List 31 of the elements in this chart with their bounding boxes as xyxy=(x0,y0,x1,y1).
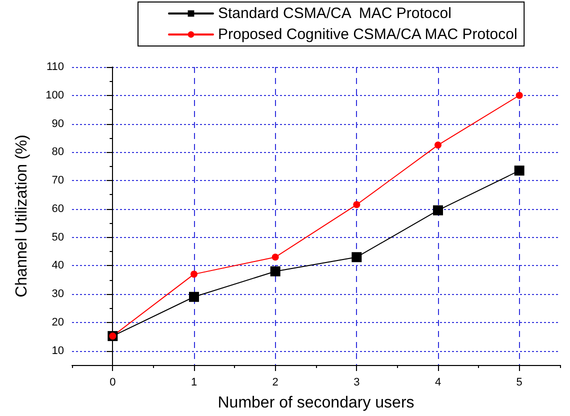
y-tick-label: 100 xyxy=(46,89,64,102)
y-tick-label: 80 xyxy=(52,146,64,158)
x-tick-label: 0 xyxy=(110,376,116,388)
point xyxy=(270,266,280,276)
y-axis-title: Channel Utilization (%) xyxy=(14,134,30,298)
point xyxy=(433,205,443,216)
point xyxy=(514,166,524,176)
point xyxy=(352,252,362,262)
y-tick-label: 110 xyxy=(46,61,64,73)
x-tick-label: 3 xyxy=(354,376,360,388)
legend-label: Standard CSMA/CA MAC Protocol xyxy=(218,5,452,22)
point xyxy=(353,201,360,208)
y-tick-label: 90 xyxy=(52,118,64,130)
x-tick-label: 5 xyxy=(516,376,522,388)
y-tick-label: 50 xyxy=(52,231,64,244)
legend-label: Proposed Cognitive CSMA/CA MAC Protocol xyxy=(218,26,518,43)
point xyxy=(190,270,198,278)
y-tick-label: 70 xyxy=(52,174,64,187)
point xyxy=(189,292,199,302)
point xyxy=(516,92,523,99)
x-tick-label: 1 xyxy=(190,376,198,388)
x-axis-title: Number of secondary users xyxy=(218,394,414,412)
y-tick-label: 40 xyxy=(52,260,64,272)
y-tick-label: 60 xyxy=(52,202,64,215)
y-tick-label: 10 xyxy=(52,344,64,357)
y-tick-label: 20 xyxy=(52,316,64,328)
point xyxy=(434,142,442,149)
x-tick-label: 4 xyxy=(434,376,442,388)
point xyxy=(272,254,279,261)
y-tick-label: 30 xyxy=(52,288,64,300)
x-tick-label: 2 xyxy=(272,376,278,388)
